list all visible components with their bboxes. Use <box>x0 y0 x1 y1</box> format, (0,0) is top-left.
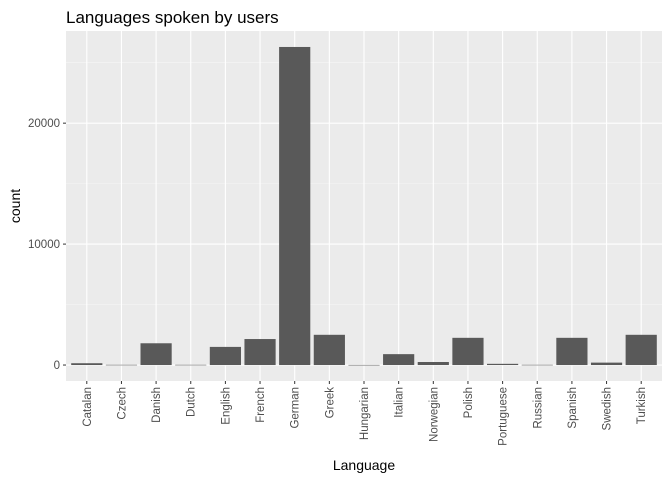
x-tick-label: Danish <box>151 387 163 423</box>
bar-german <box>279 46 311 366</box>
bar-dutch <box>175 364 207 366</box>
bar-italian <box>383 354 415 366</box>
x-tick-label: Catalan <box>82 387 94 427</box>
y-tick-label: 0 <box>54 360 60 372</box>
y-axis: 0 10000 20000 <box>28 118 66 372</box>
x-tick-label: Polish <box>463 387 475 418</box>
x-tick-label: Turkish <box>636 387 648 424</box>
x-tick-label: English <box>220 387 232 425</box>
bar-french <box>244 339 276 366</box>
x-tick-label: Hungarian <box>359 387 371 440</box>
x-tick-label: Greek <box>324 387 336 419</box>
x-tick-label: Swedish <box>602 387 614 430</box>
bars <box>71 46 657 366</box>
bar-catalan <box>71 363 103 366</box>
x-tick-label: Norwegian <box>428 387 440 442</box>
x-tick-label: Portuguese <box>498 387 510 446</box>
bar-portuguese <box>487 363 519 366</box>
chart-title: Languages spoken by users <box>66 8 279 27</box>
bar-greek <box>313 334 345 366</box>
y-tick-label: 10000 <box>28 239 60 251</box>
bar-russian <box>521 364 553 366</box>
x-tick-label: Dutch <box>186 387 198 417</box>
grid-lines <box>66 31 662 381</box>
y-axis-title: count <box>7 189 23 223</box>
bar-turkish <box>625 334 657 366</box>
bar-swedish <box>590 362 623 366</box>
bar-spanish <box>556 337 588 366</box>
x-tick-label: Italian <box>394 387 406 418</box>
x-tick-label: French <box>255 387 267 423</box>
x-axis: Catalan Czech Danish Dutch English French Germ… <box>82 381 648 446</box>
x-tick-label: Czech <box>116 387 128 420</box>
x-tick-label: German <box>290 387 302 429</box>
bar-danish <box>140 343 172 366</box>
bar-czech <box>105 364 138 366</box>
bar-polish <box>452 337 484 366</box>
x-tick-label: Spanish <box>567 387 579 429</box>
bar-norwegian <box>417 362 449 366</box>
x-axis-title: Language <box>333 457 396 473</box>
x-tick-label: Russian <box>532 387 544 429</box>
bar-hungarian <box>348 364 380 366</box>
y-tick-label: 20000 <box>28 118 60 130</box>
bar-english <box>209 346 241 366</box>
